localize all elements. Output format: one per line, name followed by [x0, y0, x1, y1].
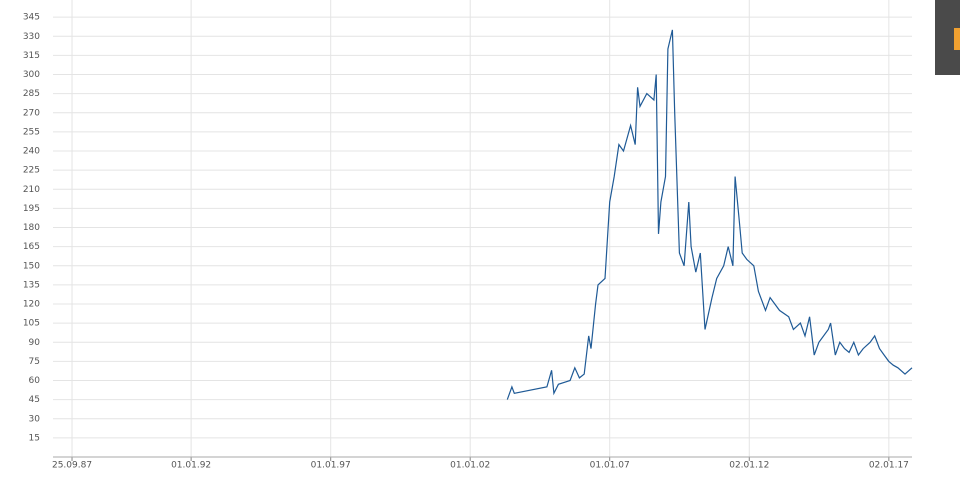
y-tick-label: 150	[23, 261, 40, 271]
y-tick-label: 60	[29, 376, 41, 386]
y-tick-label: 270	[23, 108, 40, 118]
y-tick-label: 210	[23, 185, 40, 195]
y-tick-label: 135	[23, 280, 40, 290]
y-tick-label: 45	[29, 395, 40, 405]
y-tick-label: 90	[29, 338, 41, 348]
y-tick-label: 240	[23, 147, 40, 157]
x-tick-label: 01.01.92	[171, 461, 211, 471]
y-tick-label: 345	[23, 13, 40, 23]
x-tick-label: 25.09.87	[52, 461, 92, 471]
y-tick-label: 195	[23, 204, 40, 214]
y-tick-label: 120	[23, 300, 40, 310]
x-tick-label: 01.01.07	[590, 461, 630, 471]
y-tick-label: 300	[23, 70, 40, 80]
y-tick-label: 285	[23, 89, 40, 99]
price-line	[506, 29, 913, 400]
y-tick-label: 255	[23, 127, 40, 137]
y-tick-label: 165	[23, 242, 40, 252]
x-tick-label: 01.01.02	[450, 461, 490, 471]
y-tick-label: 15	[29, 433, 40, 443]
y-tick-label: 30	[29, 414, 41, 424]
y-tick-label: 180	[23, 223, 40, 233]
plot-area	[53, 0, 912, 457]
x-tick-label: 02.01.12	[729, 461, 769, 471]
x-tick-label: 01.01.97	[311, 461, 351, 471]
y-tick-label: 330	[23, 32, 40, 42]
side-button[interactable]	[954, 28, 960, 50]
y-tick-label: 75	[29, 357, 40, 367]
y-tick-label: 225	[23, 166, 40, 176]
x-tick-label: 02.01.17	[869, 461, 909, 471]
y-tick-label: 315	[23, 51, 40, 61]
y-tick-label: 105	[23, 319, 40, 329]
